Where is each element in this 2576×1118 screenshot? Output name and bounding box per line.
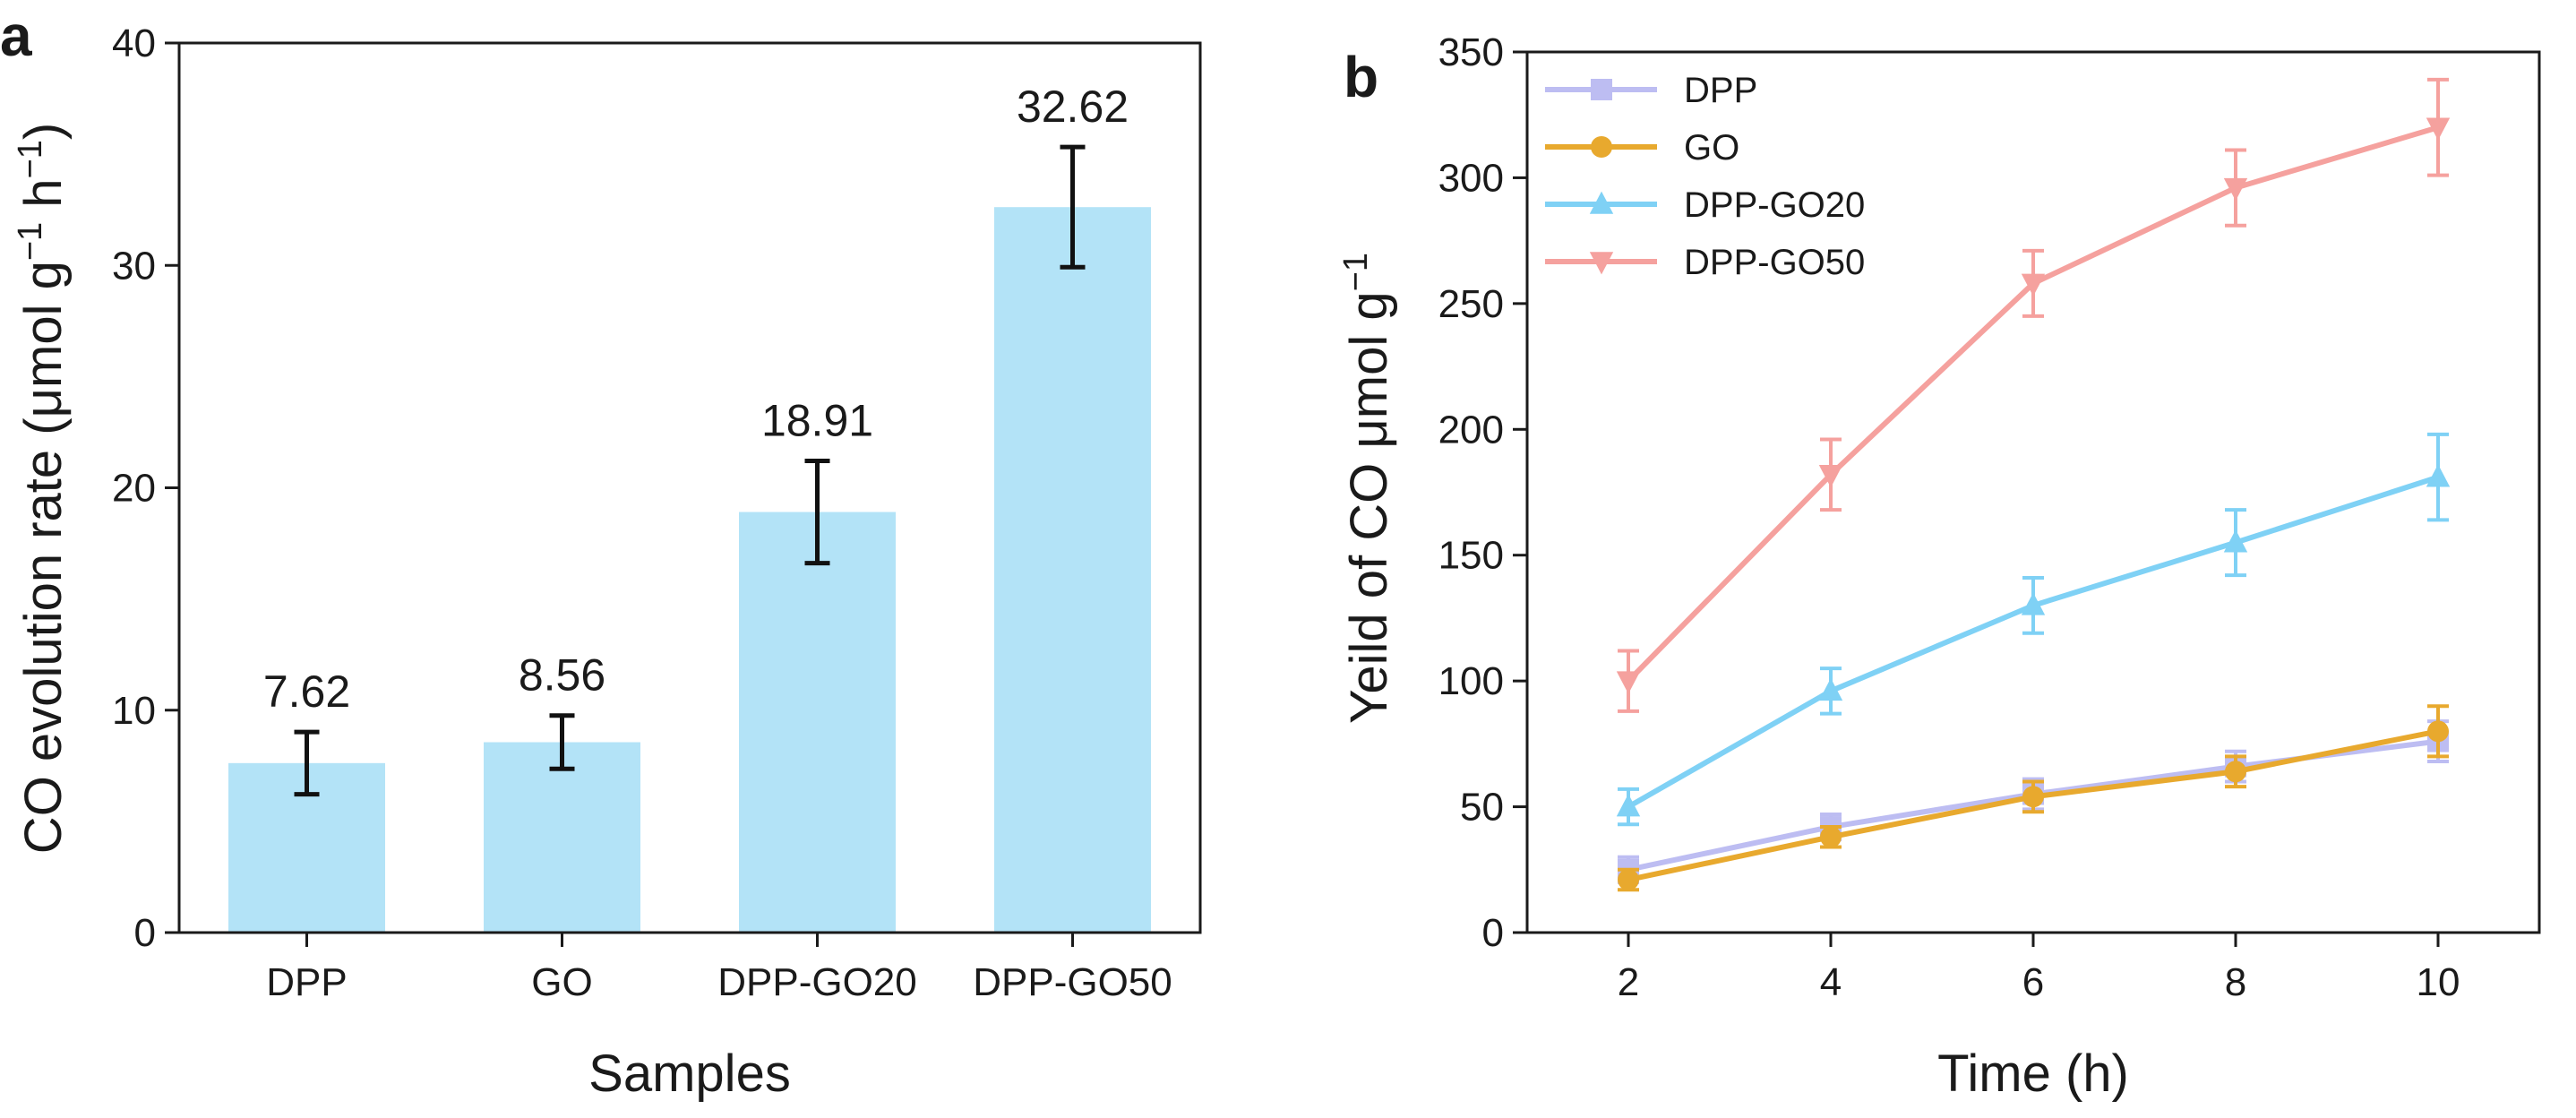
panel-a-bar-chart: a 7.62 8.56 18.91 32.62 0 10 20 30 40 DPP GO DPP-… [0, 4, 1202, 1103]
legend-label: GO [1684, 128, 1739, 168]
panel-b-y-tick-label: 350 [1438, 30, 1504, 74]
panel-b-y-tick-label: 250 [1438, 282, 1504, 326]
series-dpp-go20 [1616, 432, 2451, 827]
data-label: 18.91 [761, 395, 873, 445]
data-label: 32.62 [1017, 82, 1129, 132]
panel-b-x-axis-title: Time (h) [1937, 1045, 2129, 1103]
data-point [1820, 826, 1842, 848]
data-point [2223, 529, 2248, 553]
legend-label: DPP-GO50 [1684, 243, 1865, 282]
data-point [2225, 761, 2246, 783]
panel-b-line-chart: b 0 50 100 150 200 250 300 350 2 4 6 8 10 DPP GO DPP-… [1337, 30, 2541, 1103]
data-point [2021, 273, 2046, 297]
data-point [2022, 786, 2044, 808]
panel-b-x-tick-label: 10 [2417, 960, 2460, 1004]
bar-dpp-go50 [994, 207, 1151, 933]
data-label: 7.62 [263, 666, 350, 717]
data-point [2223, 177, 2248, 202]
data-point [1818, 465, 1843, 488]
bar-dpp-go20 [739, 512, 896, 933]
panel-a-x-tick-label: DPP-GO50 [973, 960, 1172, 1004]
panel-b-y-tick-label: 0 [1482, 911, 1504, 955]
panel-a-x-tick-label: DPP-GO20 [717, 960, 917, 1004]
panel-b-y-tick-label: 300 [1438, 156, 1504, 200]
panel-b-letter: b [1344, 45, 1378, 109]
panel-b-y-axis-title: Yeild of CO μmol g−1 [1337, 253, 1398, 724]
panel-b-x-tick-label: 6 [2022, 960, 2044, 1004]
panel-a-x-axis-title: Samples [588, 1045, 791, 1103]
panel-b-y-tick-label: 100 [1438, 659, 1504, 703]
panel-a-y-tick-label: 30 [112, 244, 156, 288]
data-point [1818, 677, 1843, 701]
data-label: 8.56 [519, 650, 605, 701]
panel-b-x-tick-label: 2 [1618, 960, 1639, 1004]
panel-b-x-tick-label: 4 [1820, 960, 1842, 1004]
panel-b-x-tick-label: 8 [2225, 960, 2246, 1004]
legend-marker [1591, 136, 1612, 158]
data-point [1616, 671, 1641, 694]
bar-go [484, 742, 640, 933]
panel-a-y-tick-label: 40 [112, 22, 156, 65]
data-point [2426, 464, 2451, 487]
legend-label: DPP-GO20 [1684, 185, 1865, 225]
panel-a-y-axis-title: CO evolution rate (μmol g−1 h−1) [12, 123, 73, 854]
panel-b-y-tick-label: 200 [1438, 408, 1504, 452]
series-dpp-go50 [1616, 77, 2451, 713]
panel-a-x-tick-label: DPP [266, 960, 347, 1004]
panel-a-x-tick-label: GO [531, 960, 592, 1004]
data-point [2427, 720, 2449, 743]
data-point [1616, 794, 1641, 817]
panel-b-legend: DPP GO DPP-GO20 DPP-GO50 [1545, 71, 1865, 282]
panel-a-y-tick-label: 0 [134, 911, 156, 955]
series-go [1618, 704, 2449, 892]
legend-marker [1591, 79, 1612, 100]
panel-b-y-tick-label: 150 [1438, 534, 1504, 578]
legend-marker [1589, 252, 1614, 275]
legend-label: DPP [1684, 71, 1757, 110]
panel-a-y-tick-label: 20 [112, 467, 156, 511]
data-point [1618, 869, 1639, 891]
data-point [2021, 592, 2046, 615]
data-point [2426, 117, 2451, 141]
legend-marker [1589, 191, 1614, 214]
panel-a-y-tick-label: 10 [112, 689, 156, 733]
panel-b-y-tick-label: 50 [1460, 786, 1504, 830]
panel-a-letter: a [0, 4, 32, 68]
